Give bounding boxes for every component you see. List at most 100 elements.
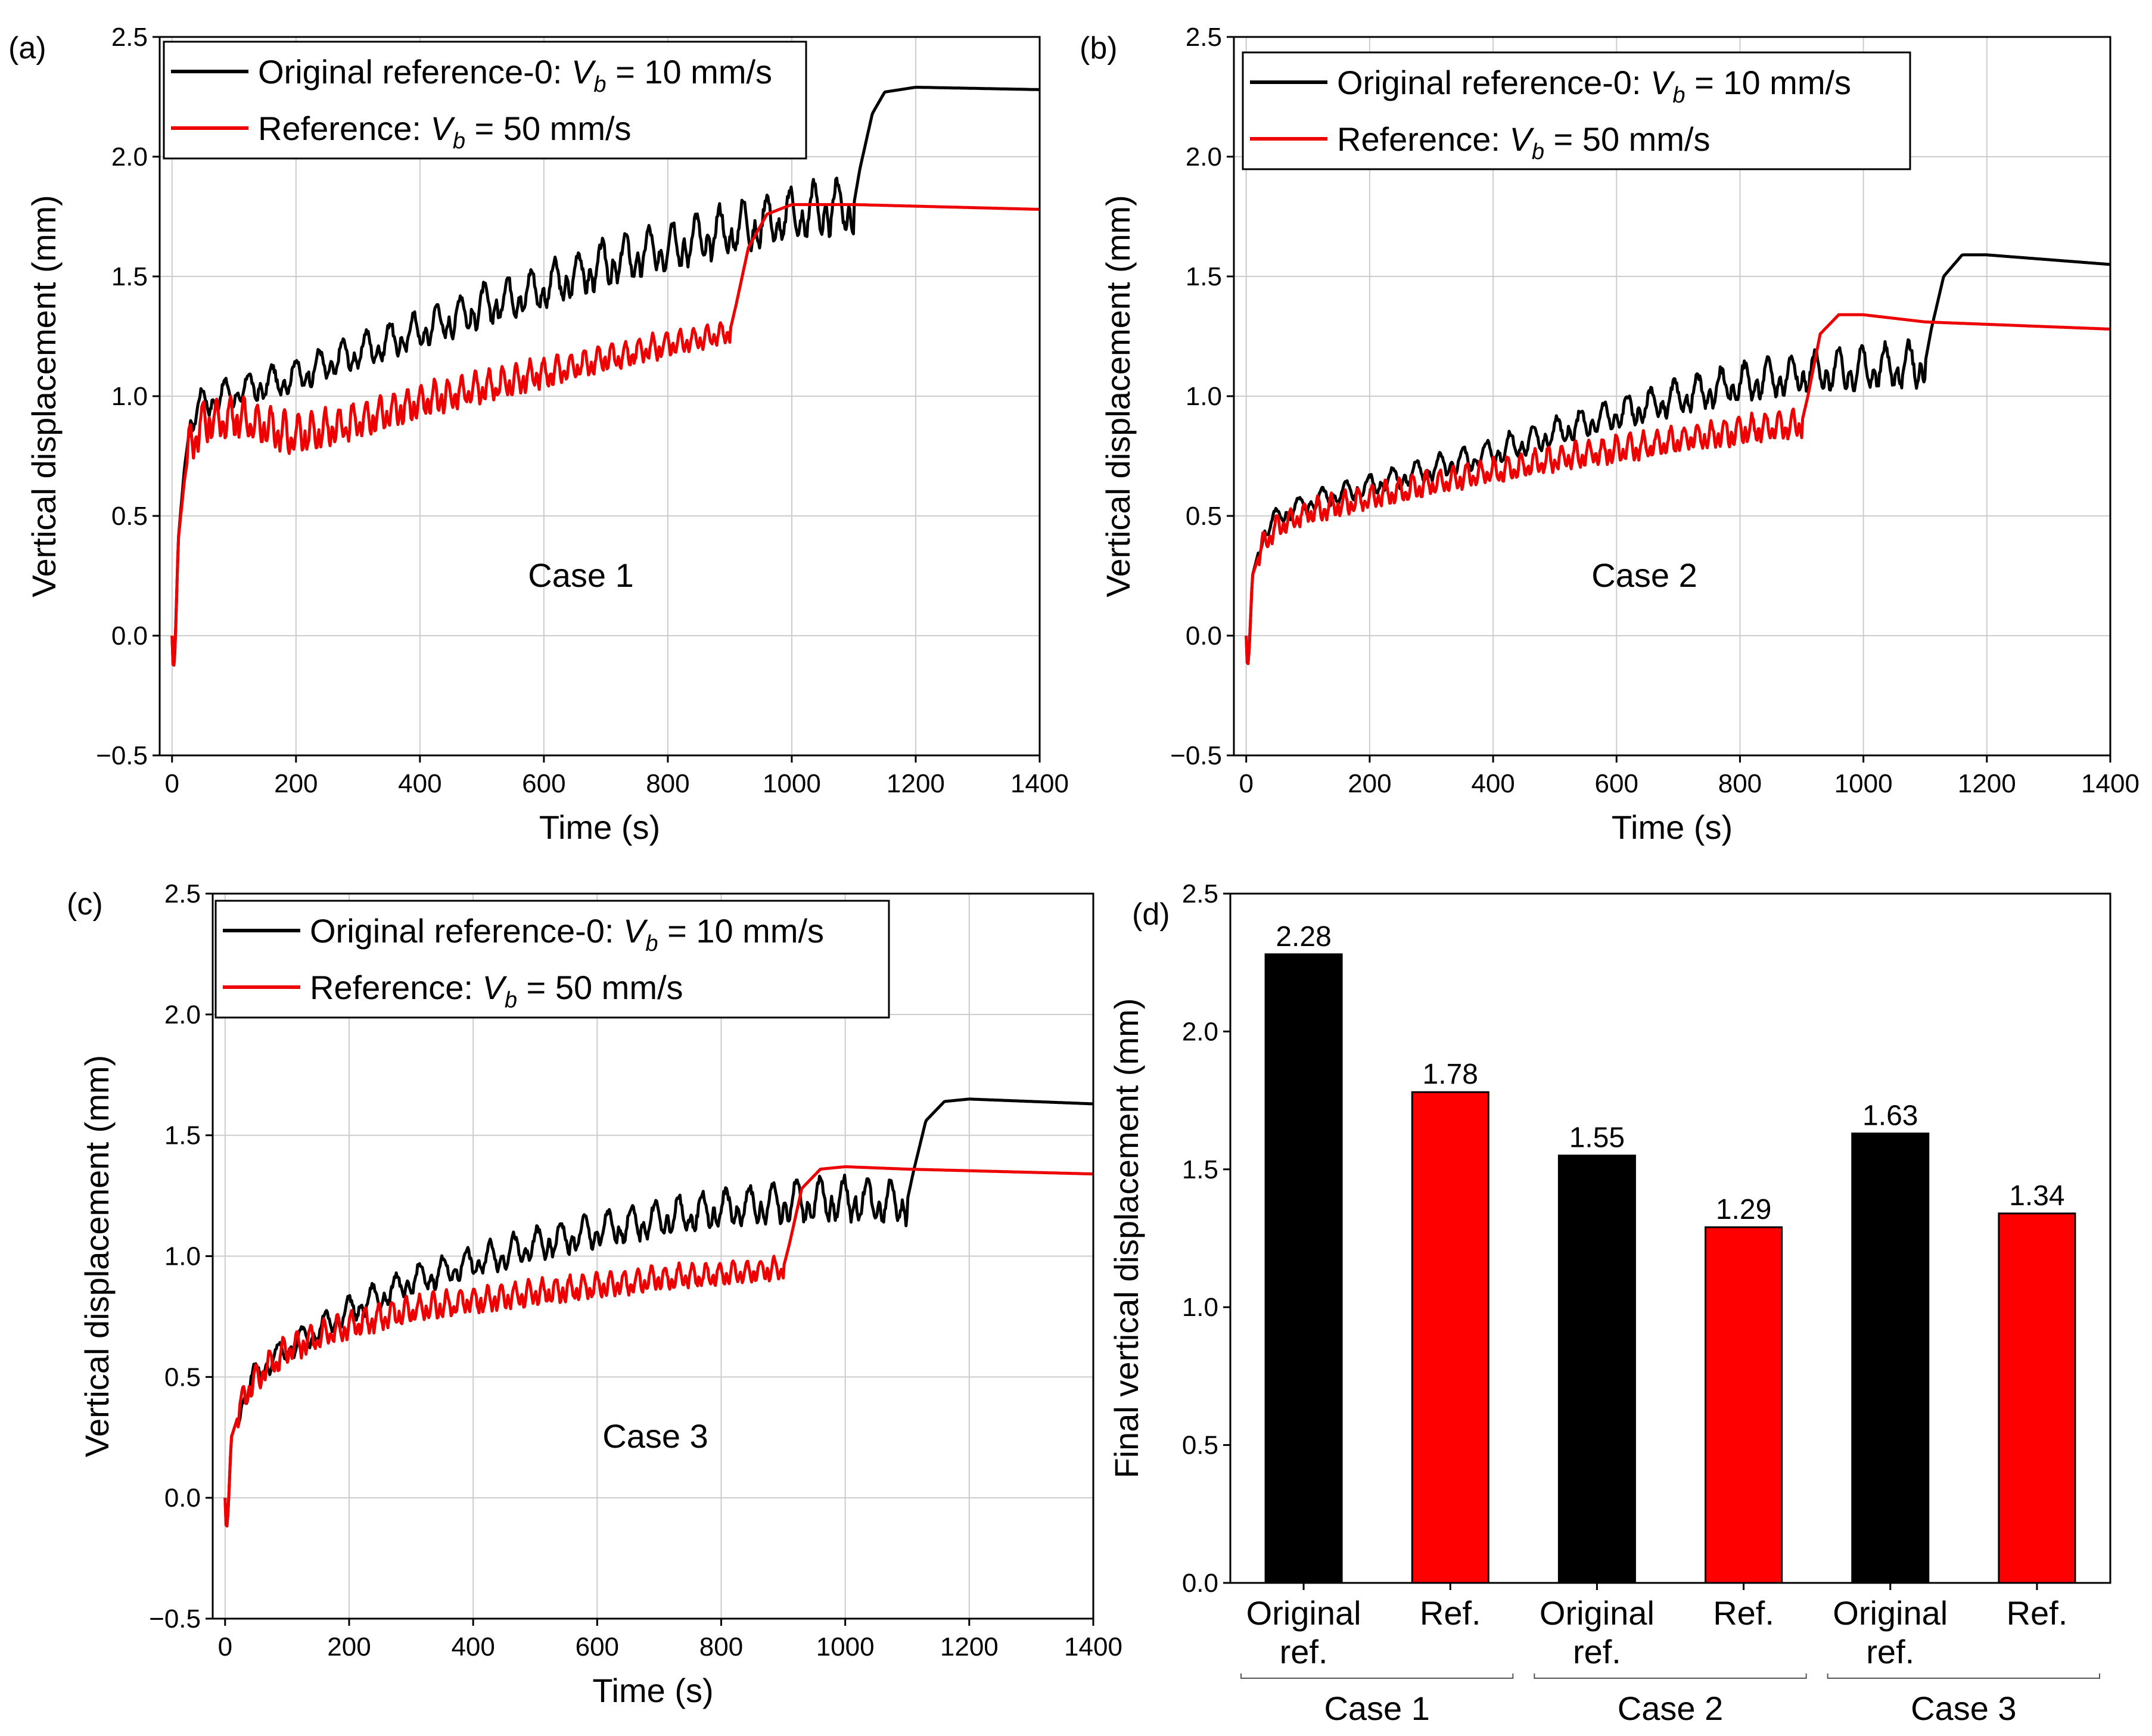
bar-3 [1557, 1155, 1636, 1584]
legend-box [1242, 51, 1911, 170]
x-tick-label: 0 [1239, 769, 1253, 798]
x-tick-label: 800 [699, 1632, 743, 1662]
x-tick-label: 1000 [816, 1632, 875, 1662]
x-tick-label: 1400 [1064, 1632, 1122, 1662]
x-tick-label: 400 [451, 1632, 495, 1662]
y-tick-label: 2.5 [1182, 879, 1218, 909]
bar-1 [1264, 953, 1343, 1584]
y-axis-label: Final vertical displacement (mm) [1108, 998, 1145, 1479]
y-axis-label: Vertical displacement (mm) [78, 1055, 116, 1457]
y-tick-label: 2.5 [1186, 23, 1222, 52]
y-tick-label: 0.0 [1182, 1569, 1218, 1598]
y-tick-label: 2.0 [164, 1000, 201, 1029]
y-tick-label: −0.5 [96, 741, 148, 770]
y-tick-label: 1.0 [1182, 1293, 1218, 1322]
y-tick-label: 0.0 [164, 1483, 201, 1513]
x-category-label-line2: ref. [1573, 1633, 1621, 1670]
bar-value-label: 1.55 [1569, 1122, 1625, 1154]
bar-value-label: 1.63 [1862, 1100, 1918, 1132]
group-label: Case 2 [1618, 1690, 1723, 1727]
legend: Original reference-0: Vb = 10 mm/s Refere… [163, 41, 807, 160]
x-tick-label: 200 [1348, 769, 1391, 798]
legend: Original reference-0: Vb = 10 mm/s Refere… [1242, 51, 1911, 170]
y-tick-label: 2.5 [164, 879, 201, 909]
y-tick-label: 1.0 [1186, 382, 1222, 411]
panel-label: (a) [8, 31, 46, 66]
x-tick-label: 1000 [763, 769, 821, 798]
y-tick-label: 2.0 [1182, 1017, 1218, 1046]
y-axis-label: Vertical displacement (mm) [25, 195, 63, 597]
x-category-label-line2: ref. [1280, 1633, 1328, 1670]
x-tick-label: 1400 [1010, 769, 1069, 798]
series-line-original [223, 1097, 1093, 1527]
x-tick-label: 200 [274, 769, 318, 798]
x-tick-label: 400 [1471, 769, 1515, 798]
x-category-label: Original [1246, 1594, 1361, 1632]
bar-value-label: 1.29 [1716, 1194, 1771, 1225]
y-tick-label: 1.0 [164, 1242, 201, 1271]
bar-value-label: 1.78 [1423, 1059, 1478, 1090]
x-tick-label: 1000 [1834, 769, 1893, 798]
panel-d: 2.28Originalref.1.78Ref.1.55Originalref.… [1108, 879, 2111, 1727]
group-bracket [1240, 1673, 1514, 1679]
series-line-reference [223, 1165, 1093, 1527]
panel-label: (b) [1080, 31, 1118, 66]
panel-b: 0 200 400 600 800 1000 1200 1400 −0.5 0.0 0.5 1.0 1.… [1080, 23, 2139, 846]
legend-label-original: Original reference-0: Vb = 10 mm/s [310, 912, 824, 956]
legend-label-original: Original reference-0: Vb = 10 mm/s [1337, 64, 1851, 108]
x-tick-label: 600 [1595, 769, 1638, 798]
group-label: Case 1 [1324, 1690, 1429, 1727]
series-line-original [1245, 253, 2110, 665]
x-tick-label: 0 [165, 769, 179, 798]
x-tick-label: 1400 [2081, 769, 2139, 798]
group-bracket [1534, 1673, 1807, 1679]
bar-2 [1411, 1091, 1489, 1584]
y-tick-label: 0.5 [164, 1362, 201, 1392]
x-tick-label: 1200 [940, 1632, 999, 1662]
legend-label-original: Original reference-0: Vb = 10 mm/s [258, 53, 772, 97]
group-label: Case 3 [1911, 1690, 2016, 1727]
y-tick-label: 2.0 [1186, 142, 1222, 172]
y-axis-label: Vertical displacement (mm) [1099, 195, 1137, 597]
y-tick-label: −0.5 [149, 1604, 201, 1634]
x-category-label-line2: ref. [1866, 1633, 1914, 1670]
case-annotation: Case 3 [602, 1417, 708, 1455]
x-category-label: Ref. [2007, 1594, 2068, 1632]
bar-6 [1998, 1212, 2076, 1584]
y-tick-label: 0.0 [1186, 621, 1222, 651]
plot-frame [1229, 892, 2111, 1584]
y-tick-label: 2.5 [111, 23, 148, 52]
series-line-reference [1245, 313, 2110, 665]
legend-box [214, 900, 890, 1019]
x-tick-label: 800 [646, 769, 689, 798]
legend-box [163, 41, 807, 160]
panel-a: 0 200 400 600 800 1000 1200 1400 −0.5 0.0 0.5 1.0 1.… [8, 23, 1069, 846]
y-tick-label: −0.5 [1170, 741, 1222, 770]
y-tick-label: 1.5 [164, 1121, 201, 1150]
y-tick-label: 1.5 [1182, 1155, 1218, 1184]
y-tick-label: 0.5 [1182, 1431, 1218, 1460]
x-tick-label: 800 [1718, 769, 1762, 798]
case-annotation: Case 1 [528, 556, 633, 594]
x-tick-label: 600 [522, 769, 565, 798]
bar-4 [1705, 1226, 1783, 1584]
case-annotation: Case 2 [1591, 556, 1697, 594]
y-tick-label: 1.0 [111, 382, 148, 411]
x-axis-label: Time (s) [592, 1672, 713, 1709]
legend: Original reference-0: Vb = 10 mm/s Refere… [214, 900, 890, 1019]
legend-label-reference: Reference: Vb = 50 mm/s [310, 969, 683, 1013]
bar-value-label: 1.34 [2009, 1180, 2064, 1212]
x-axis-label: Time (s) [1612, 808, 1733, 846]
x-category-label: Original [1540, 1594, 1655, 1632]
bar-5 [1851, 1133, 1930, 1584]
panel-label: (d) [1132, 897, 1170, 932]
y-tick-label: 0.5 [1186, 502, 1222, 531]
legend-label-reference: Reference: Vb = 50 mm/s [1337, 120, 1711, 164]
series-line-original [170, 85, 1040, 667]
legend-label-reference: Reference: Vb = 50 mm/s [258, 110, 632, 154]
x-tick-label: 600 [576, 1632, 619, 1662]
bar-value-label: 2.28 [1276, 921, 1331, 953]
x-category-label: Ref. [1420, 1594, 1481, 1632]
x-category-label: Original [1833, 1594, 1948, 1632]
